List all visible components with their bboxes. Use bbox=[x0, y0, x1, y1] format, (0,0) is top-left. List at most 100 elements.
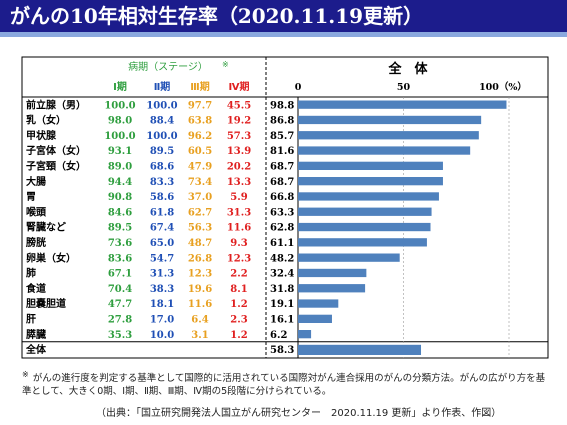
page-title: がんの10年相対生存率（2020.11.19更新） bbox=[0, 0, 567, 32]
stage-value-1: 100.0 bbox=[104, 131, 135, 142]
stage-value-3: 37.0 bbox=[188, 192, 212, 203]
stage-value-1: 93.1 bbox=[108, 146, 132, 157]
stage-value-2: 68.6 bbox=[150, 162, 174, 173]
stage-value-2: 31.3 bbox=[150, 269, 174, 280]
row-label: 前立腺（男） bbox=[26, 98, 86, 111]
bar bbox=[298, 299, 339, 308]
x-tick-label: 50 bbox=[397, 82, 411, 93]
footnote-mark: ※ bbox=[22, 370, 29, 379]
row-label: 膀胱 bbox=[25, 236, 46, 249]
x-tick-label: 100（%） bbox=[479, 81, 527, 93]
stage-value-4: 5.9 bbox=[230, 192, 247, 203]
bar bbox=[298, 115, 482, 125]
stage-value-4: 9.3 bbox=[230, 238, 247, 249]
stage-value-2: 58.6 bbox=[150, 192, 174, 203]
stage-value-3: 11.6 bbox=[188, 299, 212, 310]
stage-value-3: 12.3 bbox=[188, 269, 212, 280]
stage-value-2: 17.0 bbox=[150, 315, 174, 326]
stage-value-3: 96.2 bbox=[188, 131, 212, 142]
row-label: 喉頭 bbox=[26, 205, 47, 218]
overall-value: 31.8 bbox=[270, 284, 294, 295]
total-row-value: 58.3 bbox=[270, 345, 294, 356]
bar bbox=[298, 253, 400, 262]
overall-value: 6.2 bbox=[270, 330, 287, 341]
stage-value-3: 73.4 bbox=[188, 177, 212, 188]
stage-value-2: 89.5 bbox=[150, 146, 174, 157]
stage-note-mark: ※ bbox=[222, 60, 229, 69]
stage-header-2: Ⅱ期 bbox=[154, 80, 171, 93]
stage-value-4: 11.6 bbox=[227, 223, 251, 234]
row-label: 子宮頸（女） bbox=[26, 160, 86, 173]
stage-value-4: 1.2 bbox=[230, 330, 247, 341]
total-bar bbox=[298, 344, 422, 355]
stage-value-4: 12.3 bbox=[227, 253, 251, 264]
stage-value-1: 89.5 bbox=[108, 223, 132, 234]
overall-value: 61.1 bbox=[270, 238, 294, 249]
stage-value-4: 19.2 bbox=[227, 116, 251, 127]
overall-value: 48.2 bbox=[270, 253, 294, 264]
stage-value-1: 35.3 bbox=[108, 330, 132, 341]
bar bbox=[298, 192, 439, 201]
stage-value-3: 47.9 bbox=[188, 162, 212, 173]
stage-header-4: Ⅳ期 bbox=[229, 80, 250, 93]
stage-value-3: 26.8 bbox=[188, 253, 212, 264]
stage-value-1: 47.7 bbox=[108, 299, 132, 310]
overall-value: 32.4 bbox=[270, 269, 294, 280]
stage-value-1: 27.8 bbox=[108, 315, 132, 326]
stage-value-2: 88.4 bbox=[150, 116, 174, 127]
stage-value-3: 6.4 bbox=[191, 315, 208, 326]
stage-value-2: 54.7 bbox=[150, 253, 174, 264]
row-label: 甲状腺 bbox=[26, 129, 57, 142]
row-label: 肝 bbox=[26, 314, 36, 326]
row-label: 胃 bbox=[26, 191, 36, 203]
footnote-text: がんの進行度を判定する基準として国際的に活用されている国際対がん連合採用のがんの… bbox=[22, 373, 546, 398]
overall-value: 68.7 bbox=[270, 177, 294, 188]
stage-value-2: 61.8 bbox=[150, 207, 174, 218]
stage-value-1: 89.0 bbox=[108, 162, 132, 173]
bar bbox=[298, 284, 366, 293]
stage-value-4: 2.2 bbox=[230, 269, 247, 280]
overall-value: 98.8 bbox=[270, 100, 294, 111]
bar bbox=[298, 238, 427, 247]
stage-value-3: 56.3 bbox=[188, 223, 212, 234]
overall-value: 68.7 bbox=[270, 162, 294, 173]
footnote: ※ がんの進行度を判定する基準として国際的に活用されている国際対がん連合採用のがん… bbox=[22, 368, 552, 398]
stage-value-3: 63.8 bbox=[188, 116, 212, 127]
stage-value-2: 18.1 bbox=[150, 299, 174, 310]
stage-value-4: 2.3 bbox=[230, 315, 247, 326]
stage-header-3: Ⅲ期 bbox=[190, 80, 209, 93]
stage-value-1: 98.0 bbox=[108, 116, 132, 127]
stage-value-4: 45.5 bbox=[227, 100, 251, 111]
stage-value-2: 65.0 bbox=[150, 238, 174, 249]
overall-value: 81.6 bbox=[270, 146, 294, 157]
row-label: 胆嚢胆道 bbox=[26, 297, 66, 310]
row-label: 卵巣（女） bbox=[26, 251, 76, 264]
bar bbox=[298, 161, 443, 170]
title-underline bbox=[0, 32, 567, 37]
stage-value-3: 19.6 bbox=[188, 284, 212, 295]
stage-value-4: 1.2 bbox=[230, 299, 247, 310]
stage-value-2: 67.4 bbox=[150, 223, 174, 234]
stage-value-3: 60.5 bbox=[188, 146, 212, 157]
stage-value-2: 100.0 bbox=[146, 131, 177, 142]
table-frame bbox=[21, 56, 549, 359]
stage-value-2: 38.3 bbox=[150, 284, 174, 295]
row-label: 子宮体（女） bbox=[26, 144, 86, 157]
stage-value-3: 62.7 bbox=[188, 207, 212, 218]
stage-value-1: 94.4 bbox=[108, 177, 132, 188]
bar bbox=[298, 268, 367, 278]
source-citation: （出典：「国立研究開発法人国立がん研究センター 2020.11.19 更新」より… bbox=[96, 408, 502, 419]
stage-value-1: 100.0 bbox=[104, 100, 135, 111]
row-label: 乳（女） bbox=[26, 114, 66, 127]
bar bbox=[298, 177, 443, 186]
stage-value-1: 70.4 bbox=[108, 284, 132, 295]
stage-value-1: 90.8 bbox=[108, 192, 132, 203]
bar bbox=[298, 207, 432, 216]
total-row-label: 全体 bbox=[25, 343, 47, 356]
overall-value: 63.3 bbox=[270, 207, 294, 218]
overall-header: 全 体 bbox=[387, 61, 428, 77]
bar bbox=[298, 222, 431, 232]
overall-value: 16.1 bbox=[270, 315, 294, 326]
stage-value-1: 67.1 bbox=[108, 269, 132, 280]
